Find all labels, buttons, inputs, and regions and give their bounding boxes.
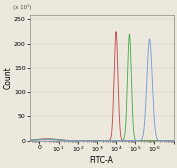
Y-axis label: Count: Count xyxy=(4,66,12,89)
X-axis label: FITC-A: FITC-A xyxy=(90,156,114,164)
Text: (x 10¹): (x 10¹) xyxy=(13,4,31,10)
